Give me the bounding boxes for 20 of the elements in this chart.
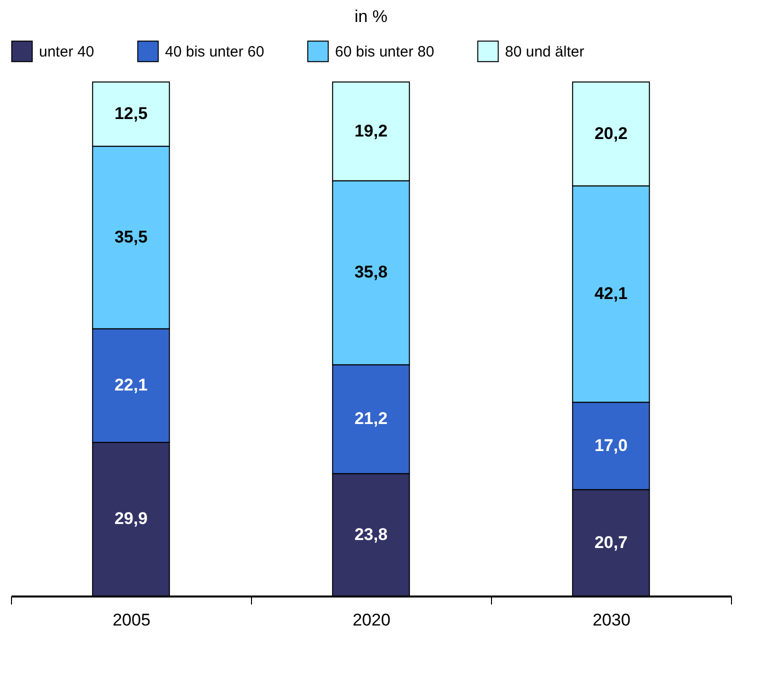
data-label: 35,5	[114, 227, 148, 246]
data-label: 21,2	[354, 409, 388, 428]
data-label: 12,5	[114, 104, 148, 124]
legend-label: 40 bis unter 60	[165, 43, 264, 60]
data-label: 20,7	[594, 532, 628, 552]
data-label: 42,1	[594, 284, 628, 304]
data-label: 35,8	[354, 262, 388, 282]
legend-label: 80 und älter	[505, 43, 584, 60]
x-tick-label: 2020	[352, 610, 390, 630]
chart-title: in %	[354, 7, 388, 26]
legend-label: 60 bis unter 80	[335, 43, 434, 60]
data-label: 19,2	[354, 121, 388, 140]
x-tick-label: 2030	[592, 610, 630, 630]
data-label: 22,1	[114, 376, 148, 395]
x-tick-label: 2005	[112, 610, 150, 630]
legend-label: unter 40	[39, 43, 94, 60]
data-label: 23,8	[354, 524, 388, 544]
data-label: 29,9	[114, 509, 148, 528]
data-label: 17,0	[594, 436, 628, 455]
data-label: 20,2	[594, 124, 628, 143]
